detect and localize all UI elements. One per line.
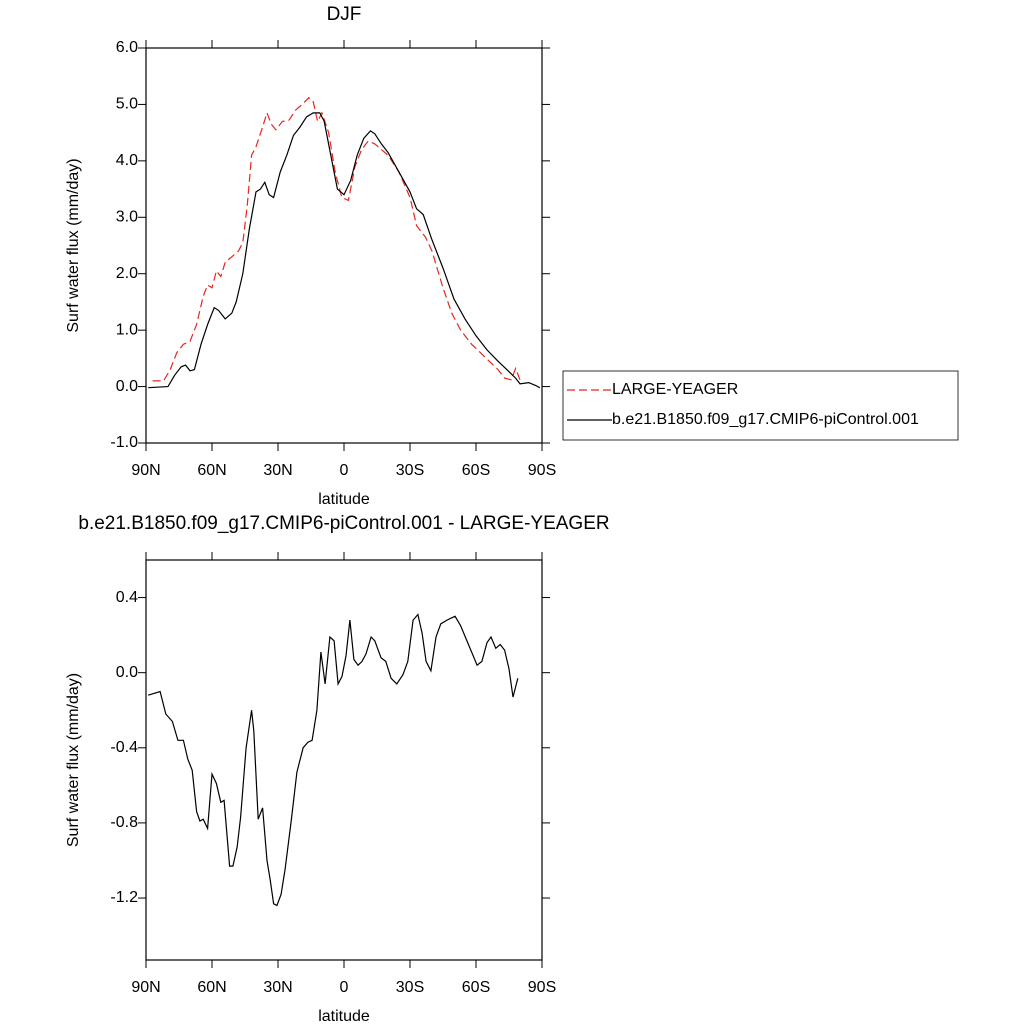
y-tick-label: 4.0	[116, 152, 138, 169]
plot-frame	[145, 47, 543, 444]
x-axis-label: latitude	[318, 491, 370, 508]
y-tick-label: 6.0	[116, 39, 138, 56]
series-line	[148, 613, 519, 907]
plot-frame	[145, 559, 543, 961]
x-tick-label: 90S	[528, 462, 556, 479]
y-tick-label: 3.0	[116, 209, 138, 226]
y-tick-label: -1.2	[110, 889, 138, 906]
x-axis-label: latitude	[318, 1008, 370, 1024]
x-tick-label: 30N	[263, 979, 292, 996]
x-tick-label: 0	[340, 979, 349, 996]
y-tick-label: -0.8	[110, 814, 138, 831]
x-tick-label: 90N	[131, 979, 160, 996]
y-axis-label: Surf water flux (mm/day)	[65, 158, 82, 332]
x-tick-label: 60S	[462, 462, 490, 479]
y-tick-label: 0.4	[116, 589, 138, 606]
legend-label: b.e21.B1850.f09_g17.CMIP6-piControl.001	[612, 411, 919, 428]
y-tick-label: -1.0	[110, 434, 138, 451]
series-line	[152, 96, 521, 382]
y-tick-label: 0.0	[116, 378, 138, 395]
y-tick-label: 1.0	[116, 321, 138, 338]
series-line	[148, 112, 541, 389]
x-tick-label: 60S	[462, 979, 490, 996]
x-tick-label: 30N	[263, 462, 292, 479]
legend-box	[562, 370, 959, 441]
y-axis-label: Surf water flux (mm/day)	[65, 673, 82, 847]
x-tick-label: 30S	[396, 979, 424, 996]
x-tick-label: 90N	[131, 462, 160, 479]
chart-title: DJF	[327, 4, 362, 25]
legend-label: LARGE-YEAGER	[612, 381, 738, 398]
y-tick-label: -0.4	[110, 739, 138, 756]
y-tick-label: 2.0	[116, 265, 138, 282]
x-tick-label: 0	[340, 462, 349, 479]
x-tick-label: 60N	[197, 979, 226, 996]
y-tick-label: 0.0	[116, 664, 138, 681]
x-tick-label: 60N	[197, 462, 226, 479]
x-tick-label: 90S	[528, 979, 556, 996]
x-tick-label: 30S	[396, 462, 424, 479]
chart-title: b.e21.B1850.f09_g17.CMIP6-piControl.001 …	[78, 513, 609, 534]
y-tick-label: 5.0	[116, 96, 138, 113]
